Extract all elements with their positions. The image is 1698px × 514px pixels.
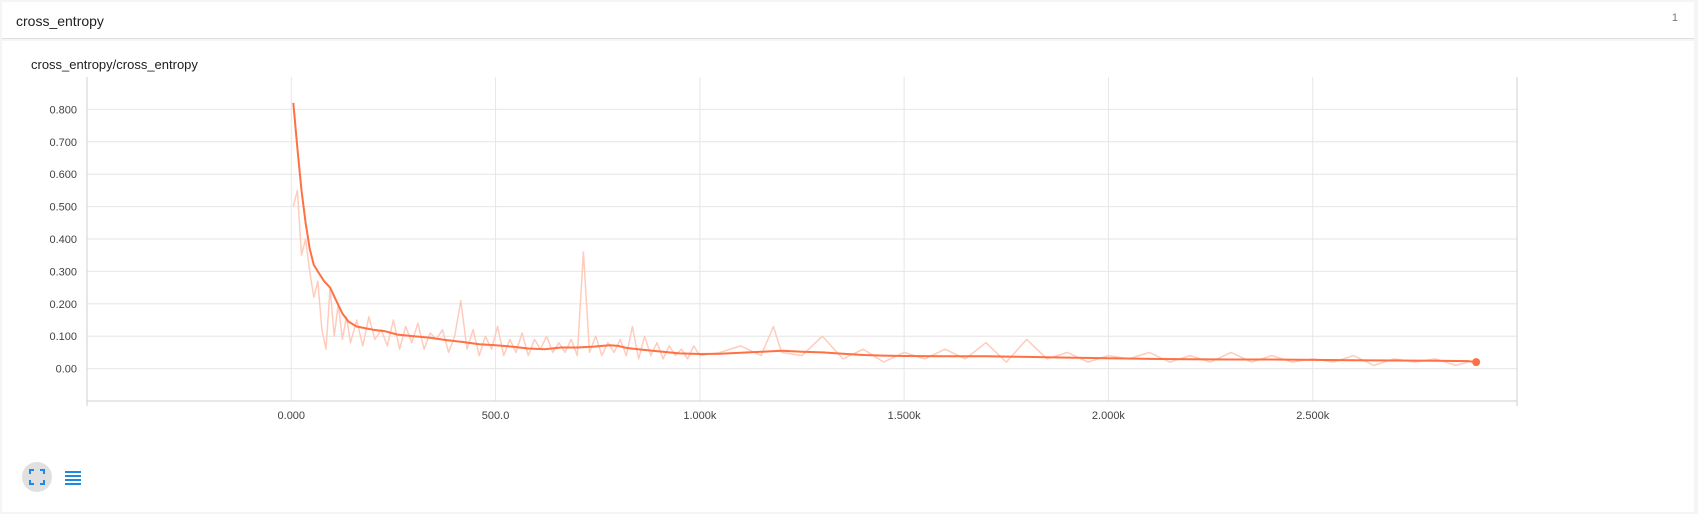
line-chart: 0.00 0.100 0.200 0.300 0.400 0.500 0.600 0.700 0…: [49, 77, 1518, 422]
last-point-marker: [1472, 358, 1481, 367]
y-tick-label: 0.300: [49, 266, 77, 278]
fullscreen-icon: [29, 469, 45, 485]
card-group-title: cross_entropy: [16, 13, 104, 29]
y-tick-label: 0.400: [49, 234, 77, 246]
x-tick-label: 2.500k: [1296, 410, 1330, 422]
y-tick-label: 0.00: [56, 364, 77, 376]
x-tick-label: 1.500k: [888, 410, 922, 422]
chart-title: cross_entropy/cross_entropy: [31, 57, 198, 72]
y-tick-label: 0.800: [49, 104, 77, 116]
y-tick-label: 0.600: [49, 169, 77, 181]
card-group-header[interactable]: cross_entropy 1: [2, 2, 1694, 39]
toggle-data-list-button[interactable]: [58, 462, 88, 492]
scalar-chart-card: cross_entropy/cross_entropy 0.00 0.100 0.2…: [2, 41, 1694, 512]
y-tick-label: 0.200: [49, 299, 77, 311]
fullscreen-button[interactable]: [22, 462, 52, 492]
x-tick-label: 1.000k: [683, 410, 717, 422]
x-tick-label: 2.000k: [1092, 410, 1126, 422]
smoothed-series-line: [292, 102, 1477, 364]
y-tick-label: 0.100: [49, 331, 77, 343]
raw-series-line: [292, 189, 1469, 367]
card-count-badge: 1: [1671, 12, 1678, 24]
x-tick-label: 500.0: [482, 410, 510, 422]
list-icon: [65, 471, 81, 485]
y-tick-label: 0.500: [49, 202, 77, 214]
y-tick-label: 0.700: [49, 137, 77, 149]
x-tick-label: 0.000: [278, 410, 306, 422]
